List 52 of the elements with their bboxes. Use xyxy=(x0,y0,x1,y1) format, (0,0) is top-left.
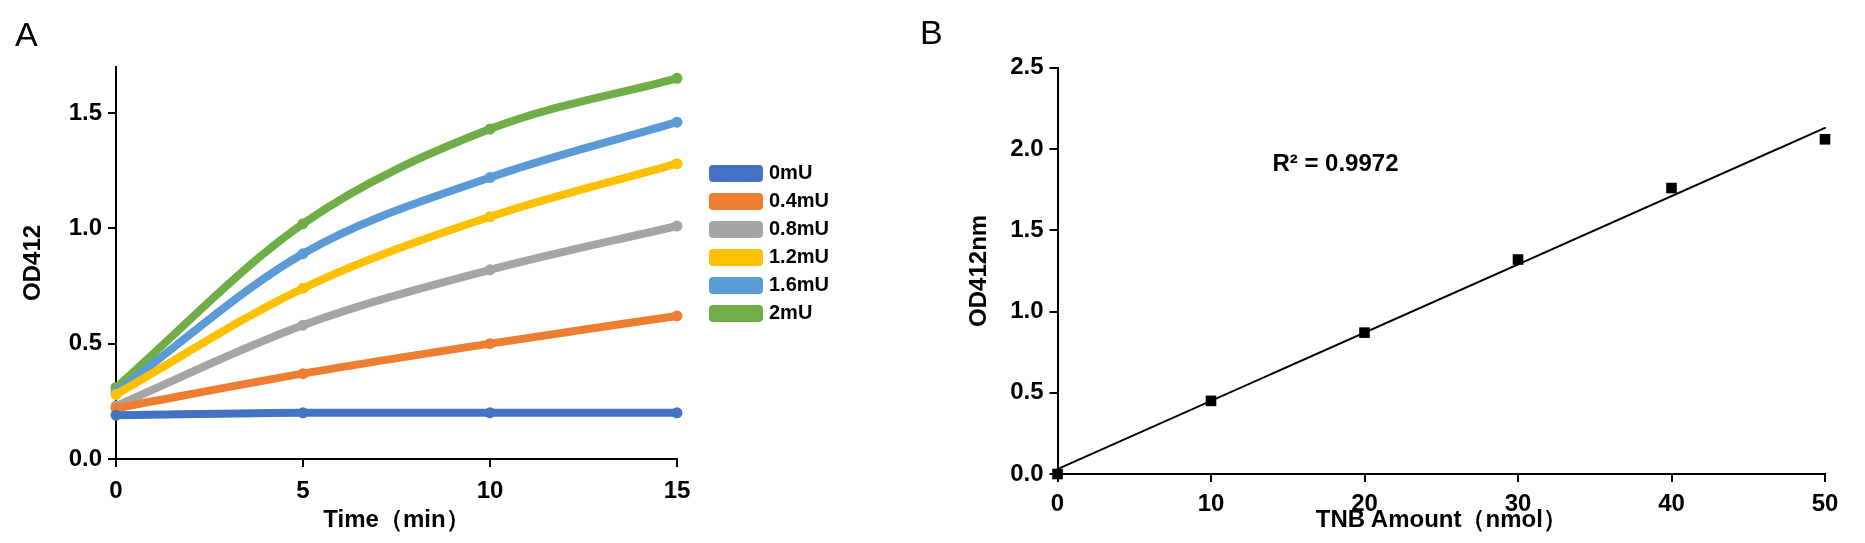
x-tick-label: 50 xyxy=(1811,489,1839,517)
y-tick-label: 0.5 xyxy=(1010,377,1044,405)
x-axis-title: Time（min） xyxy=(323,505,470,533)
legend-label: 2mU xyxy=(768,301,813,324)
point xyxy=(1666,182,1677,194)
y-tick-label: 1.0 xyxy=(1010,296,1044,324)
x-tick-label: 40 xyxy=(1658,489,1685,517)
x-tick-label: 0 xyxy=(109,476,123,504)
point xyxy=(297,319,309,331)
point xyxy=(671,158,683,170)
legend-label: 1.6mU xyxy=(768,273,829,296)
point xyxy=(671,116,683,128)
y-tick-label: 0.5 xyxy=(68,328,102,356)
x-tick-label: 0 xyxy=(1050,489,1065,517)
y-tick-label: 0.0 xyxy=(68,443,102,471)
point xyxy=(484,264,496,276)
point xyxy=(671,72,683,84)
point xyxy=(297,407,309,419)
point xyxy=(297,282,309,294)
point xyxy=(297,218,309,230)
point xyxy=(671,220,683,232)
x-tick-label: 10 xyxy=(1197,489,1225,517)
point xyxy=(484,338,496,350)
annotation: R² = 0.9972 xyxy=(1272,148,1399,176)
x-tick-label: 5 xyxy=(296,476,310,504)
point xyxy=(1512,254,1524,265)
y-tick-label: 2.0 xyxy=(1010,133,1044,161)
legend-label: 0.4mU xyxy=(768,189,829,212)
point xyxy=(1819,133,1831,145)
y-tick-label: 1.5 xyxy=(68,97,102,125)
chart-title: A xyxy=(15,14,38,53)
point xyxy=(1359,327,1370,338)
y-tick-label: 0.0 xyxy=(1010,458,1044,486)
point xyxy=(484,211,496,223)
point xyxy=(671,310,683,322)
y-axis-title: OD412nm xyxy=(964,214,992,327)
chart-title: B xyxy=(920,12,943,51)
y-axis-title: OD412 xyxy=(18,224,46,301)
x-tick-label: 10 xyxy=(476,476,504,504)
y-tick-label: 1.5 xyxy=(1010,214,1044,242)
point xyxy=(297,368,309,380)
y-tick-label: 1.0 xyxy=(68,212,102,240)
legend-label: 1.2mU xyxy=(768,245,829,268)
x-tick-label: 15 xyxy=(663,476,691,504)
legend-label: 0.8mU xyxy=(768,217,829,240)
point xyxy=(297,248,309,260)
legend-label: 0mU xyxy=(768,161,813,184)
y-tick-label: 2.5 xyxy=(1010,52,1044,80)
point xyxy=(484,123,496,135)
point xyxy=(671,407,683,419)
point xyxy=(484,172,496,184)
point xyxy=(484,407,496,419)
